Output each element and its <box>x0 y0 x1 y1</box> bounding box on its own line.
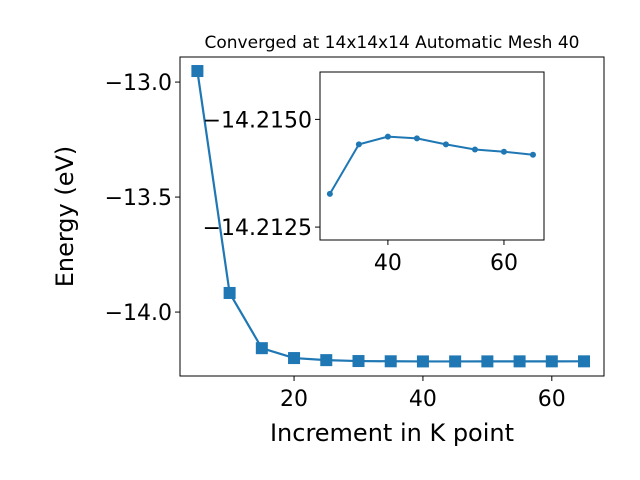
data-point <box>320 354 333 367</box>
x-tick-label: 20 <box>280 387 308 412</box>
data-point <box>500 148 507 155</box>
chart-title: Converged at 14x14x14 Automatic Mesh 40 <box>205 33 580 53</box>
data-point <box>223 286 236 299</box>
y-tick-label: −14.2125 <box>203 216 312 241</box>
data-point <box>413 135 420 142</box>
data-point <box>529 151 536 158</box>
y-tick-label: −13.0 <box>105 71 172 96</box>
data-point <box>255 342 268 355</box>
data-point <box>545 355 558 368</box>
axes-frame <box>179 56 605 377</box>
data-point <box>352 355 365 368</box>
data-point <box>442 141 449 148</box>
data-point <box>513 355 526 368</box>
x-tick-label: 40 <box>374 251 402 276</box>
data-point <box>288 352 301 365</box>
data-point <box>384 355 397 368</box>
data-line <box>329 135 534 195</box>
data-point <box>578 355 591 368</box>
y-tick-label: −14.0 <box>105 301 172 326</box>
axes-frame <box>319 71 545 241</box>
data-point <box>384 133 391 140</box>
x-tick-label: 60 <box>490 251 518 276</box>
x-axis-label: Increment in K point <box>270 419 514 447</box>
y-axis-label: Energy (eV) <box>51 146 79 288</box>
y-tick-label: −13.5 <box>105 186 172 211</box>
data-point <box>449 355 462 368</box>
data-point <box>416 355 429 368</box>
data-point <box>471 146 478 153</box>
x-tick-label: 40 <box>409 387 437 412</box>
data-point <box>326 190 333 197</box>
x-tick-label: 60 <box>538 387 566 412</box>
data-point <box>355 141 362 148</box>
data-point <box>481 355 494 368</box>
plot-area <box>320 72 544 240</box>
y-tick-label: −14.2150 <box>203 108 312 133</box>
data-point <box>191 65 204 78</box>
